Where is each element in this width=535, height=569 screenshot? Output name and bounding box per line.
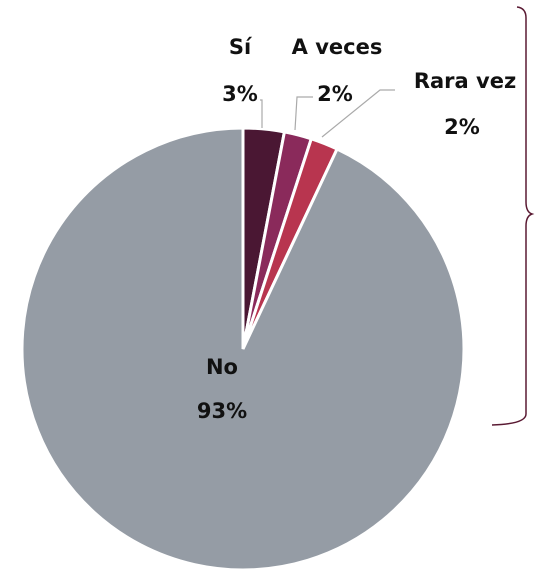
value-label: 3% [222,82,258,106]
leader-line [294,96,313,131]
labels: Sí 3% A veces 2% Rara vez 2% No 93% [197,35,516,423]
category-label: Rara vez [414,69,516,93]
pie [20,126,466,569]
value-label: 93% [197,399,247,423]
leader-line [321,89,395,138]
leader-line [260,99,263,128]
category-label: Sí [229,35,253,59]
slice [20,126,466,569]
value-label: 2% [444,115,480,139]
bracket [491,6,535,426]
category-label: No [206,355,238,379]
value-label: 2% [317,82,353,106]
category-label: A veces [292,35,383,59]
